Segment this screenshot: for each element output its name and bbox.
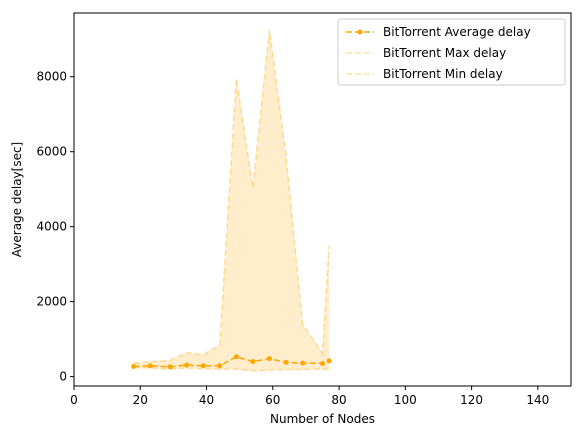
average-delay-point bbox=[283, 359, 289, 365]
max-delay-line bbox=[133, 29, 330, 364]
legend-marker bbox=[357, 29, 363, 35]
average-delay-point bbox=[250, 359, 256, 365]
average-delay-point bbox=[167, 364, 173, 370]
average-delay-point bbox=[184, 362, 190, 368]
average-delay-point bbox=[233, 354, 239, 360]
x-tick-label: 20 bbox=[133, 393, 148, 407]
legend-label: BitTorrent Average delay bbox=[383, 25, 531, 39]
delay-range-band bbox=[133, 29, 330, 372]
average-delay-point bbox=[200, 363, 206, 369]
average-delay-point bbox=[266, 356, 272, 362]
legend-label: BitTorrent Min delay bbox=[383, 67, 503, 81]
legend-entry-min: BitTorrent Min delay bbox=[346, 67, 503, 81]
legend: BitTorrent Average delay BitTorrent Max d… bbox=[337, 18, 566, 86]
plot-frame bbox=[73, 12, 572, 387]
x-tick-label: 80 bbox=[331, 393, 346, 407]
x-tick-label: 40 bbox=[199, 393, 214, 407]
y-tick-label: 2000 bbox=[36, 295, 67, 309]
legend-box bbox=[337, 18, 566, 86]
y-tick-label: 0 bbox=[59, 370, 67, 384]
x-tick-label: 120 bbox=[460, 393, 483, 407]
x-tick-label: 140 bbox=[526, 393, 549, 407]
legend-entry-max: BitTorrent Max delay bbox=[346, 46, 506, 60]
average-delay-point bbox=[131, 364, 137, 370]
average-delay-point bbox=[217, 363, 223, 369]
y-tick-label: 8000 bbox=[36, 70, 67, 84]
x-tick-label: 60 bbox=[265, 393, 280, 407]
legend-label: BitTorrent Max delay bbox=[383, 46, 506, 60]
average-delay-point bbox=[147, 363, 153, 369]
x-tick-label: 0 bbox=[70, 393, 78, 407]
average-delay-point bbox=[326, 358, 332, 364]
x-axis-label: Number of Nodes bbox=[270, 412, 375, 426]
average-delay-point bbox=[320, 361, 325, 367]
y-tick-label: 4000 bbox=[36, 220, 67, 234]
x-tick-label: 100 bbox=[394, 393, 417, 407]
average-delay-point bbox=[300, 360, 306, 366]
y-tick-label: 6000 bbox=[36, 145, 67, 159]
y-axis-label: Average delay[sec] bbox=[10, 142, 24, 257]
legend-entry-average: BitTorrent Average delay bbox=[346, 25, 531, 39]
